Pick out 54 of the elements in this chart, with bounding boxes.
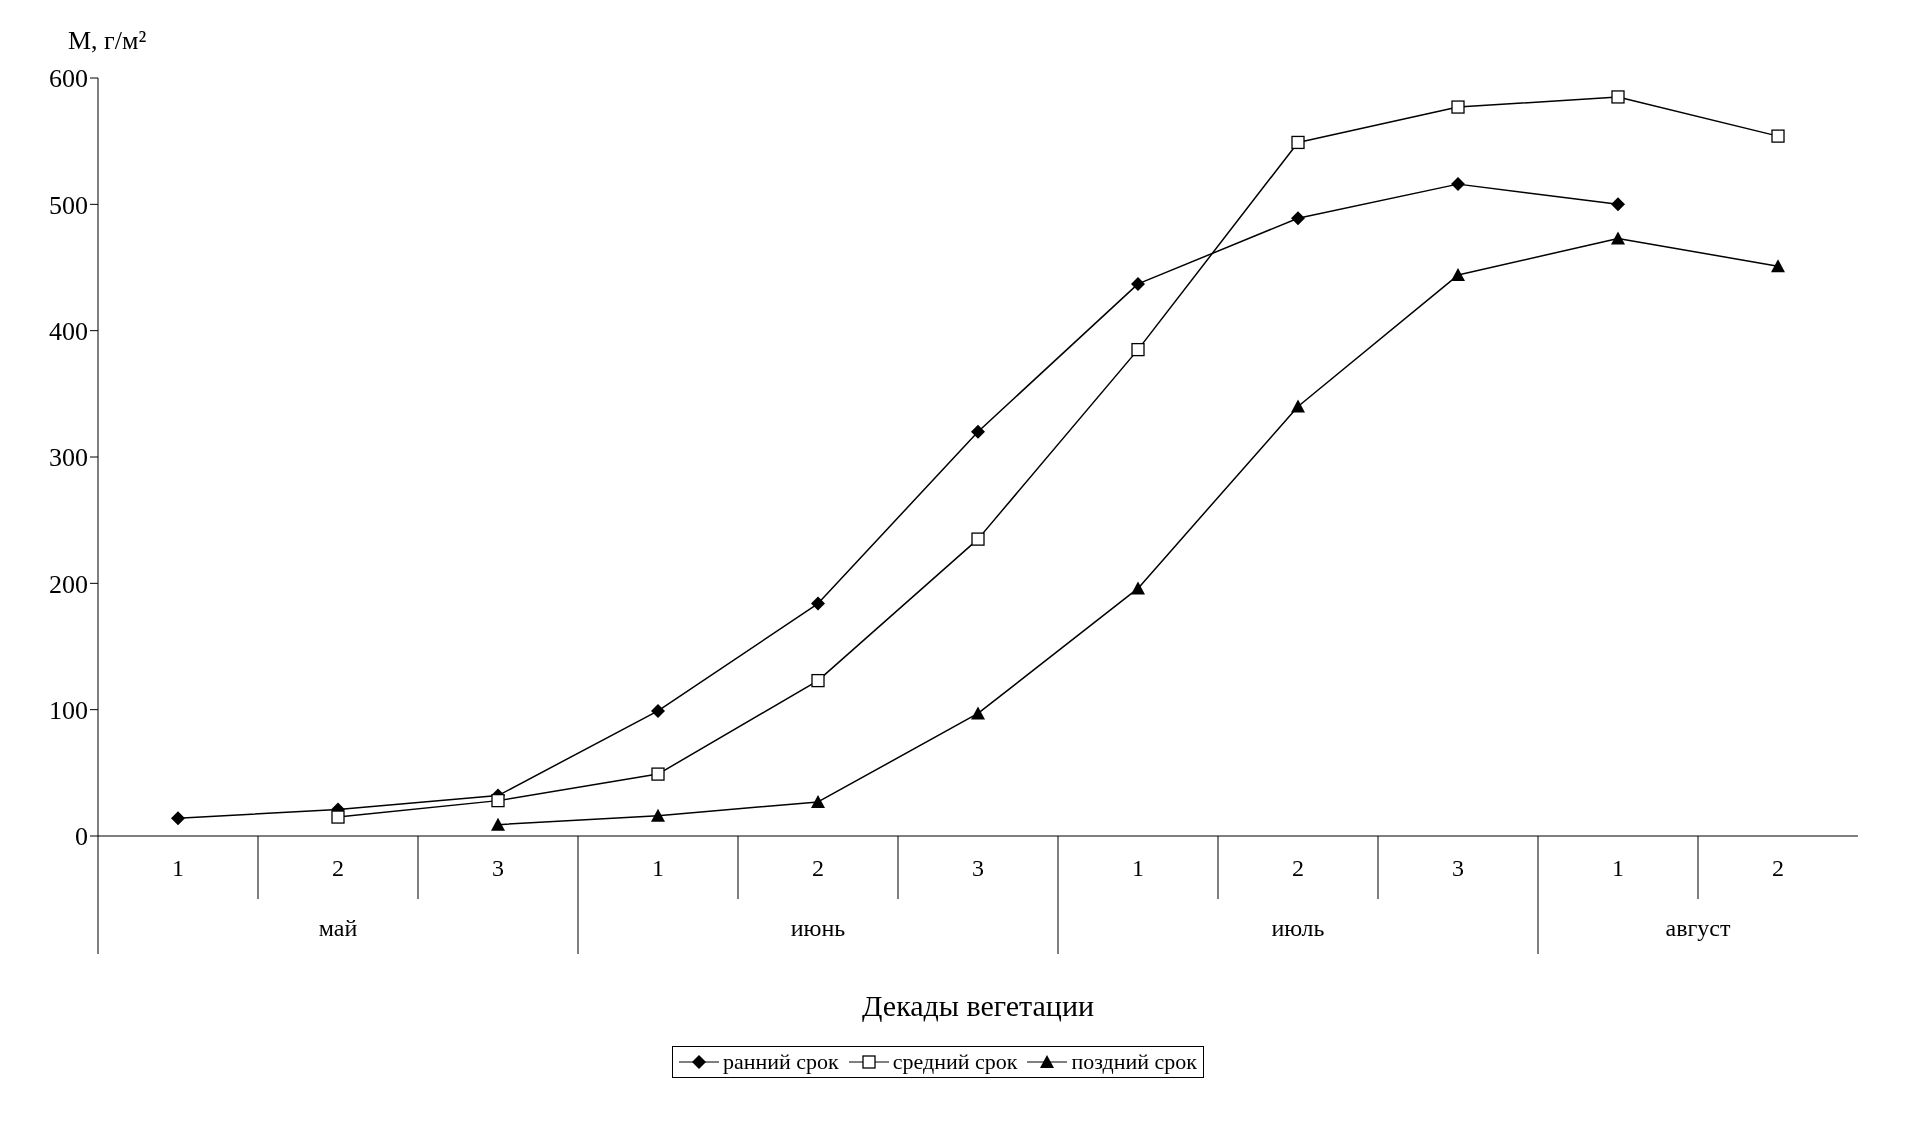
point bbox=[1611, 197, 1625, 212]
x-tick-label: 1 bbox=[1132, 855, 1144, 881]
point bbox=[651, 808, 665, 822]
y-tick-label: 0 bbox=[75, 822, 88, 852]
text: август bbox=[1665, 915, 1731, 941]
point bbox=[491, 817, 505, 831]
text: июнь bbox=[790, 915, 846, 941]
point bbox=[651, 703, 665, 718]
point bbox=[971, 424, 985, 439]
y-tick-label: 600 bbox=[49, 64, 88, 94]
text: май bbox=[318, 915, 358, 941]
point bbox=[1291, 211, 1305, 226]
y-tick-label: 400 bbox=[49, 316, 88, 346]
x-tick-label: 1 bbox=[652, 855, 664, 881]
x-tick-label: 1 bbox=[172, 855, 184, 881]
point bbox=[1611, 231, 1625, 245]
y-tick-label: 100 bbox=[49, 695, 88, 725]
x-axis-title: Декады вегетации bbox=[862, 989, 1094, 1022]
point bbox=[1451, 268, 1465, 282]
point bbox=[971, 532, 985, 546]
y-tick-label: 500 bbox=[49, 190, 88, 220]
legend-label: средний срок bbox=[891, 1049, 1018, 1075]
point bbox=[811, 596, 825, 611]
point bbox=[1451, 177, 1465, 192]
point bbox=[971, 706, 985, 720]
point bbox=[1611, 90, 1625, 104]
legend-label: ранний срок bbox=[721, 1049, 839, 1075]
x-tick-label: 2 bbox=[1772, 855, 1784, 881]
point bbox=[1291, 399, 1305, 413]
x-tick-label: 2 bbox=[1292, 855, 1304, 881]
point bbox=[331, 810, 345, 824]
point bbox=[1771, 129, 1785, 143]
point bbox=[1131, 581, 1145, 595]
point bbox=[651, 767, 665, 781]
point bbox=[1451, 100, 1465, 114]
x-tick-label: 3 bbox=[1452, 855, 1464, 881]
x-tick-label: 2 bbox=[812, 855, 824, 881]
point bbox=[171, 811, 185, 826]
x-tick-label: 1 bbox=[1612, 855, 1624, 881]
x-tick-label: 3 bbox=[492, 855, 504, 881]
y-tick-label: 200 bbox=[49, 569, 88, 599]
point bbox=[1771, 259, 1785, 273]
point bbox=[491, 793, 505, 808]
x-tick-label: 3 bbox=[972, 855, 984, 881]
legend-label: поздний срок bbox=[1070, 1049, 1198, 1075]
y-tick-label: 300 bbox=[49, 443, 88, 473]
point bbox=[1131, 276, 1145, 291]
point bbox=[1291, 135, 1305, 150]
text: июль bbox=[1271, 915, 1325, 941]
point bbox=[811, 794, 825, 808]
x-tick-label: 2 bbox=[332, 855, 344, 881]
point bbox=[811, 673, 825, 688]
point bbox=[1131, 342, 1145, 357]
y-axis-title: M, г/м² bbox=[68, 26, 147, 56]
